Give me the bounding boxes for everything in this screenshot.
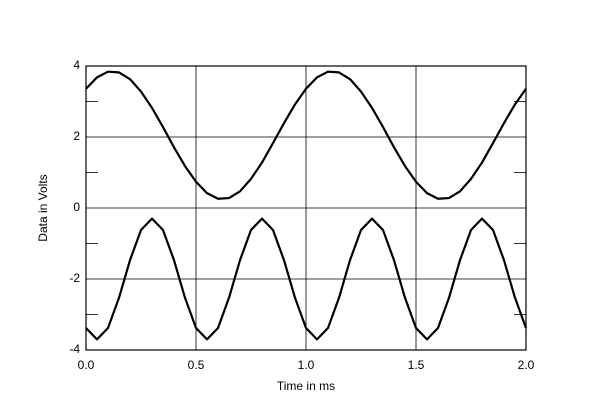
x-tick-label: 0.5 [188,358,205,372]
y-tick-label: 4 [73,58,80,72]
data-line [85,70,527,200]
y-tick-label: 0 [73,200,80,214]
data-line [85,217,528,341]
x-tick-label: 1.5 [408,358,425,372]
y-tick-label: -2 [69,271,80,285]
x-tick-label: 0.0 [78,358,95,372]
x-axis-label: Time in ms [277,379,335,393]
x-tick-label: 2.0 [518,358,535,372]
plot-frame [85,65,527,351]
y-tick-label: -4 [69,342,80,356]
y-axis-label: Data in Volts [36,174,50,241]
y-tick-label: 2 [73,129,80,143]
x-tick-label: 1.0 [298,358,315,372]
